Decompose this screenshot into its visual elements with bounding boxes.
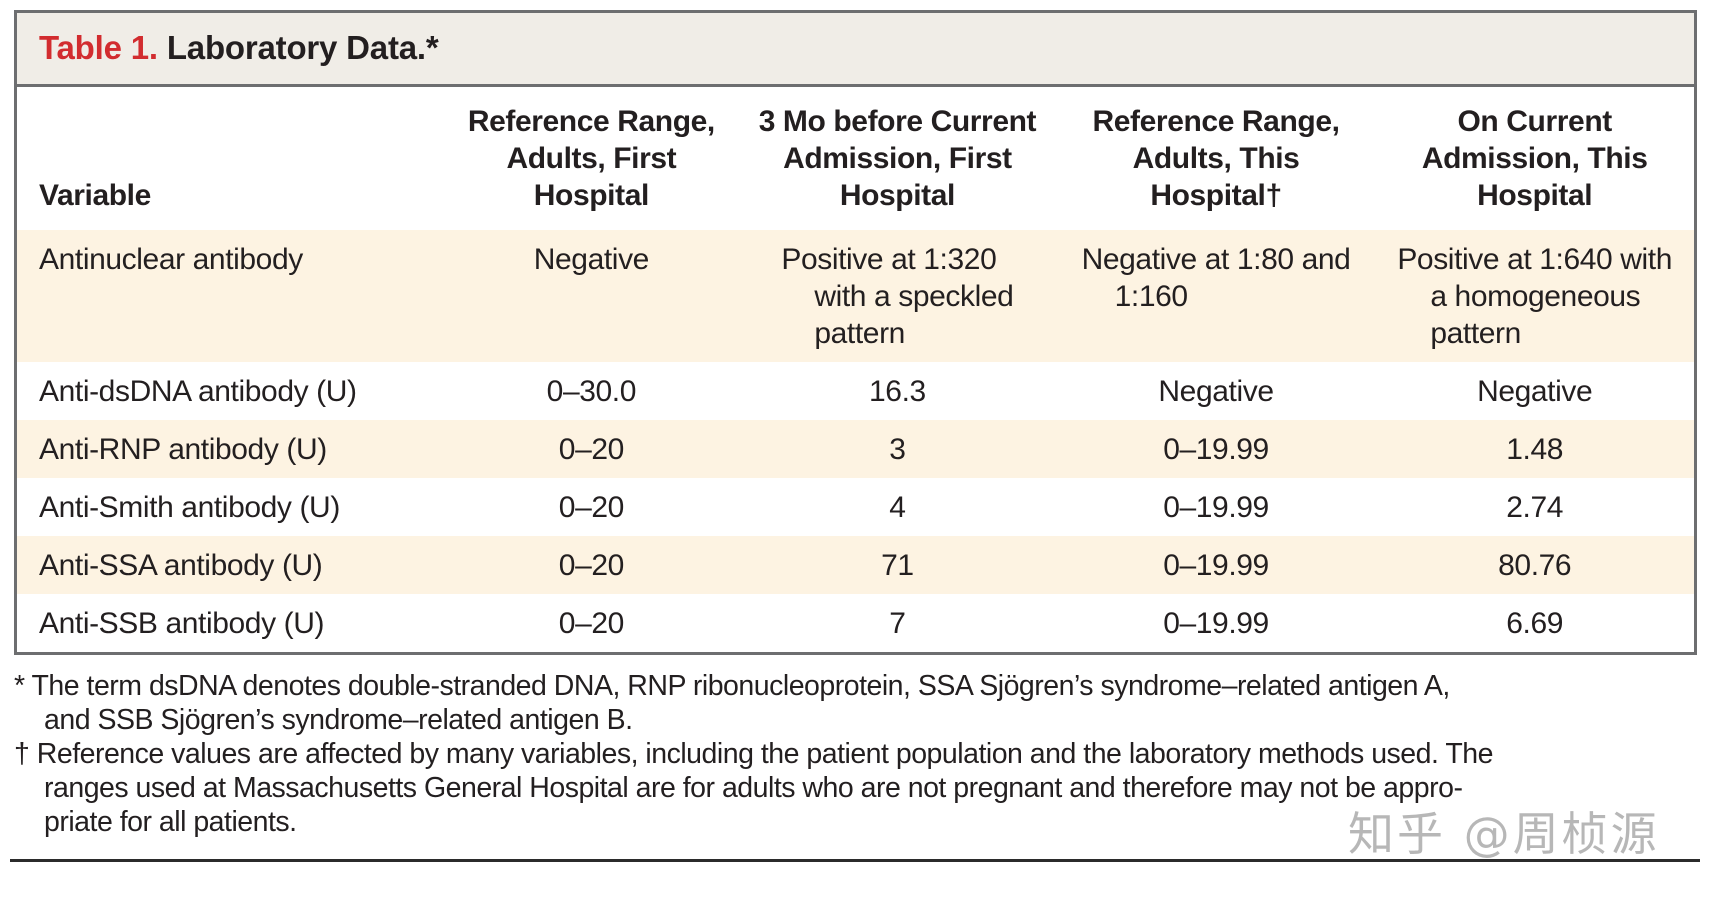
cell-3mo-before: 4 [889,491,906,524]
footnote-asterisk: * The term dsDNA denotes double-stranded… [14,670,1450,736]
cell-ref-range-this: Negative [1158,375,1274,408]
table-number-label: Table 1. [39,29,158,66]
cell-value: Positive at 1:320 with a speckled patter… [781,243,1014,350]
column-header-on-current-admission: On Current Admission, This Hospital [1375,87,1694,230]
cell-value: Positive at 1:640 with a homogeneous pat… [1397,243,1673,350]
cell-3mo-before: Positive at 1:320 with a speckled patter… [738,230,1057,362]
laboratory-data-table: Variable Reference Range, Adults, First … [17,87,1694,652]
column-header-3mo-before-admission: 3 Mo before Current Admission, First Hos… [738,87,1057,230]
table-figure: Table 1. Laboratory Data.* Variable Refer… [10,10,1700,862]
cell-on-admission: Negative [1477,375,1593,408]
cell-ref-range-this: 0–19.99 [1163,491,1269,524]
table-row: Anti-SSA antibody (U) 0–20 71 0–19.99 80… [17,536,1694,594]
cell-ref-range-first: 0–20 [558,549,625,582]
footnote-dagger: † Reference values are affected by many … [14,738,1493,838]
cell-3mo-before: 3 [889,433,906,466]
table-box: Table 1. Laboratory Data.* Variable Refer… [14,10,1697,655]
table-footnotes: * The term dsDNA denotes double-stranded… [14,669,1697,839]
cell-on-admission: 1.48 [1506,433,1564,466]
table-title-text: Laboratory Data.* [166,29,439,66]
table-row: Antinuclear antibody Negative Positive a… [17,230,1694,362]
cell-on-admission: Positive at 1:640 with a homogeneous pat… [1375,230,1694,362]
cell-ref-range-first: 0–20 [558,607,625,640]
cell-variable: Anti-RNP antibody (U) [39,433,327,466]
table-row: Anti-Smith antibody (U) 0–20 4 0–19.99 2… [17,478,1694,536]
column-header-ref-range-first-hospital: Reference Range, Adults, First Hospital [444,87,739,230]
column-header-variable: Variable [17,87,445,230]
table-row: Anti-SSB antibody (U) 0–20 7 0–19.99 6.6… [17,594,1694,652]
cell-on-admission: 6.69 [1506,607,1564,640]
table-row: Anti-dsDNA antibody (U) 0–30.0 16.3 Nega… [17,362,1694,420]
zhihu-watermark: 知乎 @周桢源 [1348,807,1660,861]
cell-on-admission: 80.76 [1498,549,1572,582]
header-row: Variable Reference Range, Adults, First … [17,87,1694,230]
table-title: Table 1. Laboratory Data.* [17,13,1694,87]
cell-3mo-before: 71 [881,549,914,582]
cell-3mo-before: 7 [889,607,906,640]
cell-ref-range-first: Negative [445,230,738,362]
cell-value: Negative [533,243,650,276]
cell-variable: Anti-SSB antibody (U) [39,607,325,640]
cell-ref-range-this: 0–19.99 [1163,549,1269,582]
cell-ref-range-this: 0–19.99 [1163,607,1269,640]
cell-ref-range-first: 0–30.0 [546,375,637,408]
cell-on-admission: 2.74 [1506,491,1564,524]
cell-3mo-before: 16.3 [869,375,926,408]
figure-bottom-rule [10,859,1700,862]
cell-ref-range-first: 0–20 [558,491,625,524]
cell-value: Negative at 1:80 and 1:160 [1081,243,1351,313]
table-row: Anti-RNP antibody (U) 0–20 3 0–19.99 1.4… [17,420,1694,478]
cell-variable: Anti-dsDNA antibody (U) [39,375,357,408]
cell-ref-range-first: 0–20 [558,433,625,466]
cell-variable: Anti-SSA antibody (U) [39,549,323,582]
cell-variable: Anti-Smith antibody (U) [39,491,340,524]
cell-ref-range-this: Negative at 1:80 and 1:160 [1057,230,1376,362]
cell-ref-range-this: 0–19.99 [1163,433,1269,466]
column-header-ref-range-this-hospital: Reference Range, Adults, This Hospital† [1056,87,1376,230]
cell-variable: Antinuclear antibody [39,243,303,276]
